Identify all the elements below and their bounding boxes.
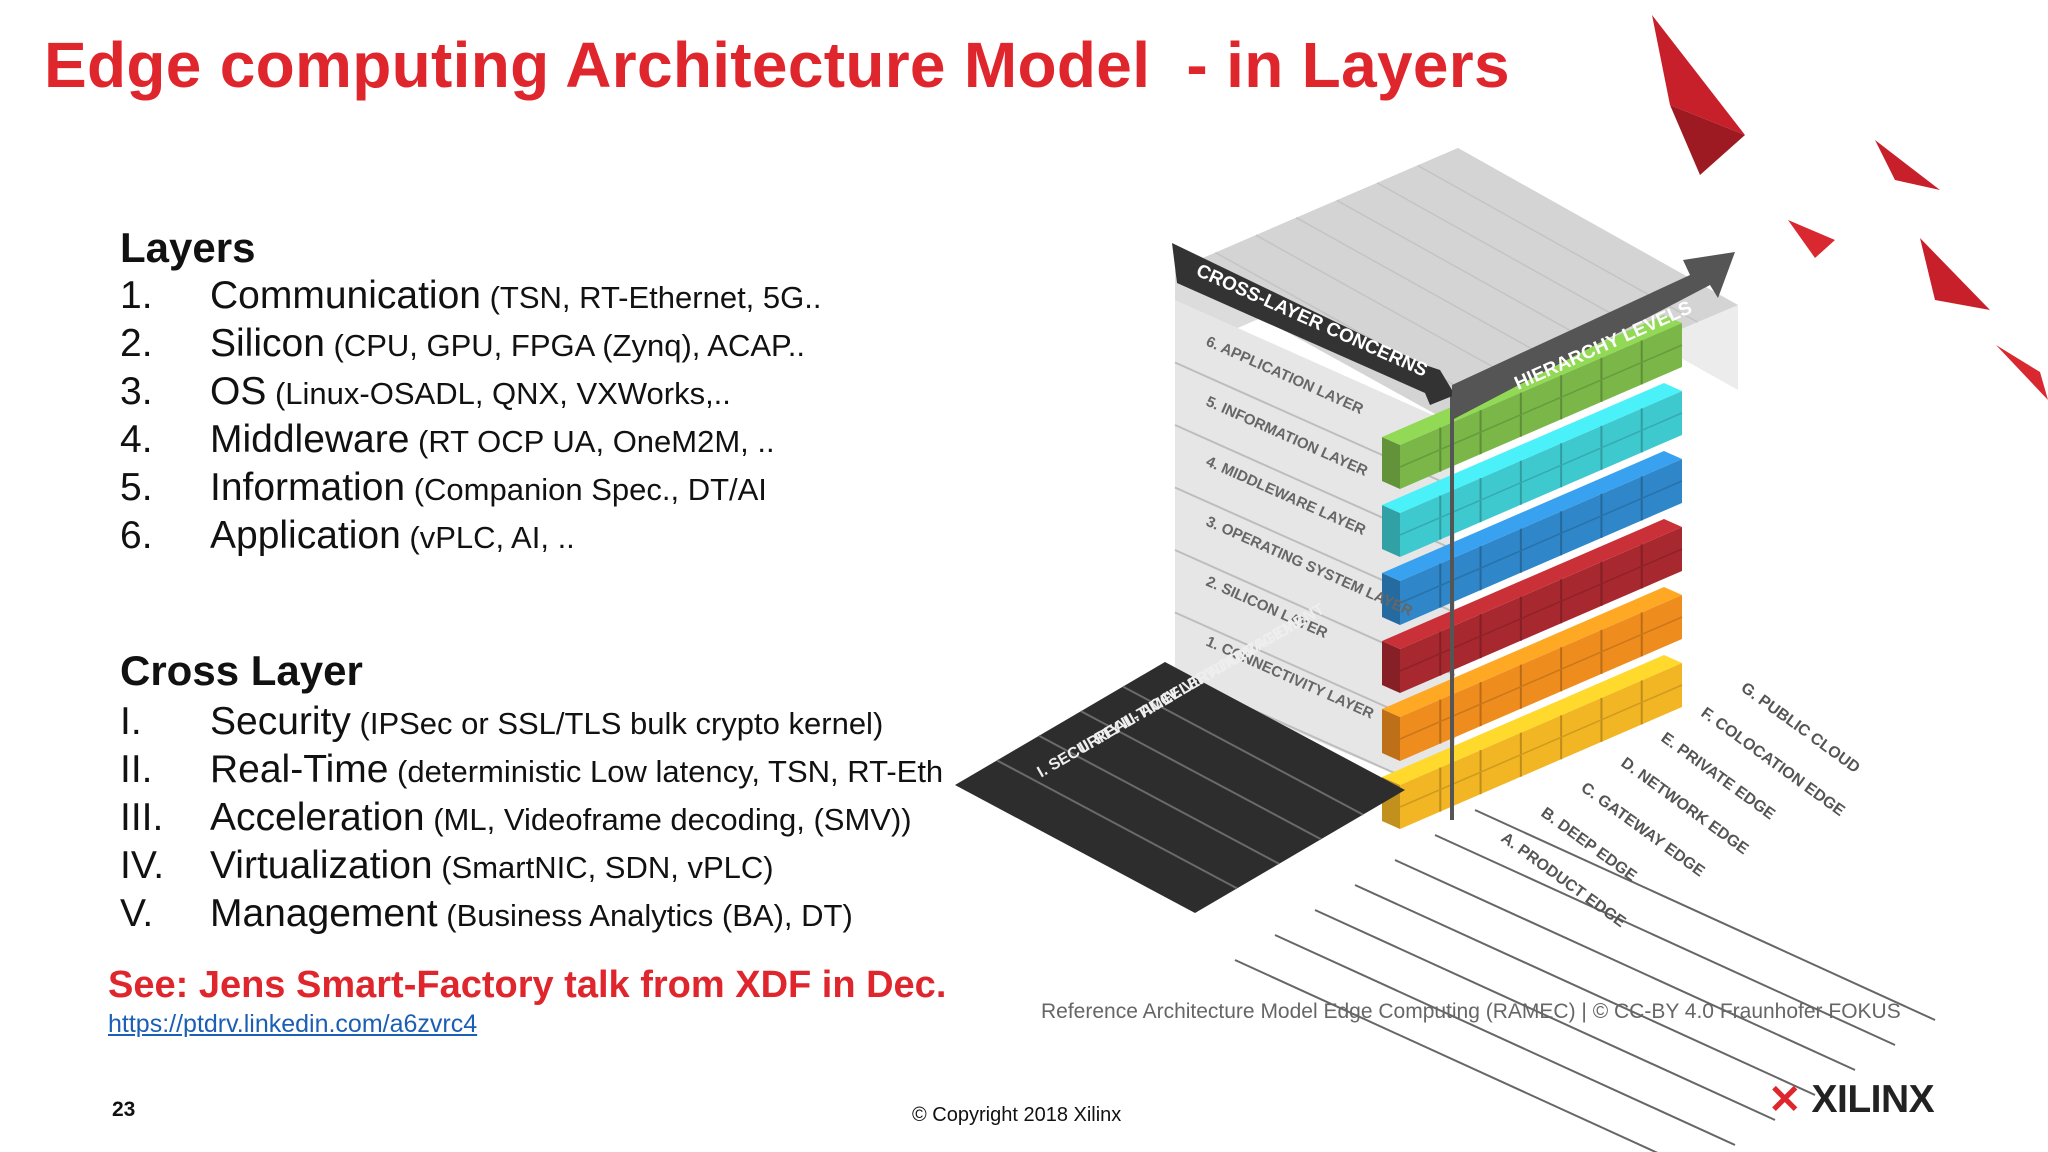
cross-layer-item: V. Management (Business Analytics (BA), D… [120, 890, 943, 938]
hierarchy-label: F. COLOCATION EDGE [1698, 704, 1848, 820]
cross-layer-item-number: V. [120, 892, 154, 935]
layer-item-number: 2. [120, 322, 153, 365]
layers-heading: Layers [120, 224, 256, 271]
cross-layer-item-number: II. [120, 748, 153, 791]
cross-layer-item-name: Virtualization [210, 844, 433, 887]
layer-item-detail: (CPU, GPU, FPGA (Zynq), ACAP.. [324, 328, 805, 363]
layer-item: 1. Communication (TSN, RT-Ethernet, 5G.. [120, 272, 821, 320]
cross-layer-item-detail: (Business Analytics (BA), DT) [437, 898, 853, 933]
layer-item-number: 5. [120, 466, 153, 509]
layer-item-detail: (TSN, RT-Ethernet, 5G.. [480, 280, 822, 315]
cross-layer-item: I. Security (IPSec or SSL/TLS bulk crypto… [120, 698, 943, 746]
cross-layer-item-detail: (IPSec or SSL/TLS bulk crypto kernel) [350, 706, 884, 741]
layer-stack [1382, 315, 1683, 829]
layer-item-name: Communication [210, 274, 481, 317]
cross-layer-item: III. Acceleration (ML, Videoframe decodin… [120, 794, 943, 842]
cross-layer-item-name: Security [210, 700, 351, 743]
layer-item-number: 6. [120, 514, 153, 557]
cross-layer-item-name: Management [210, 892, 438, 935]
layer-slab [1382, 383, 1683, 557]
page-title: Edge computing Architecture Model - in L… [44, 29, 1510, 101]
copyright: © Copyright 2018 Xilinx [912, 1104, 1122, 1126]
hierarchy-label: G. PUBLIC CLOUD [1738, 679, 1863, 776]
layer-item-name: Information [210, 466, 406, 509]
see-note: See: Jens Smart-Factory talk from XDF in… [108, 964, 947, 1006]
layer-item-name: OS [210, 370, 267, 413]
layer-item: 4. Middleware (RT OCP UA, OneM2M, .. [120, 416, 821, 464]
layer-item-number: 1. [120, 274, 153, 317]
layer-item-detail: (vPLC, AI, .. [400, 520, 575, 555]
cross-layer-item-detail: (deterministic Low latency, TSN, RT-Eth [388, 754, 944, 789]
xilinx-mark-icon: ✕ [1768, 1078, 1802, 1122]
diagram-caption: Reference Architecture Model Edge Comput… [1041, 1000, 1901, 1023]
layer-slab [1382, 519, 1683, 693]
decorative-shards [1652, 15, 2048, 400]
layer-item-name: Application [210, 514, 401, 557]
cross-layer-item-name: Acceleration [210, 796, 425, 839]
layers-list: 1. Communication (TSN, RT-Ethernet, 5G.. 2… [120, 272, 821, 560]
cross-layer-item: IV. Virtualization (SmartNIC, SDN, vPLC) [120, 842, 943, 890]
cross-layer-item: II. Real-Time (deterministic Low latency,… [120, 746, 943, 794]
layer-item: 6. Application (vPLC, AI, .. [120, 512, 821, 560]
layer-slab [1382, 451, 1683, 625]
cross-layer-item-number: III. [120, 796, 164, 839]
hierarchy-label: D. NETWORK EDGE [1618, 754, 1752, 858]
page-number: 23 [112, 1098, 136, 1121]
layer-item-number: 4. [120, 418, 153, 461]
layer-item-detail: (RT OCP UA, OneM2M, .. [409, 424, 775, 459]
layer-item-name: Silicon [210, 322, 325, 365]
layer-slab [1382, 587, 1683, 761]
layer-item: 2. Silicon (CPU, GPU, FPGA (Zynq), ACAP.. [120, 320, 821, 368]
layer-item-name: Middleware [210, 418, 410, 461]
layer-item-detail: (Linux-OSADL, QNX, VXWorks,.. [266, 376, 731, 411]
xilinx-logo-text: XILINX [1811, 1078, 1935, 1121]
layer-item: 5. Information (Companion Spec., DT/AI [120, 464, 821, 512]
cross-layer-item-detail: (SmartNIC, SDN, vPLC) [432, 850, 774, 885]
cross-layer-item-name: Real-Time [210, 748, 389, 791]
cross-layer-item-number: I. [120, 700, 142, 743]
cross-layer-item-detail: (ML, Videoframe decoding, (SMV)) [424, 802, 912, 837]
cross-layer-heading: Cross Layer [120, 647, 363, 694]
cross-layer-list: I. Security (IPSec or SSL/TLS bulk crypto… [120, 698, 943, 938]
xilinx-logo: ✕ XILINX [1768, 1078, 1935, 1122]
layer-item: 3. OS (Linux-OSADL, QNX, VXWorks,.. [120, 368, 821, 416]
cross-layer-item-number: IV. [120, 844, 165, 887]
talk-link[interactable]: https://ptdrv.linkedin.com/a6zvrc4 [108, 1010, 478, 1038]
layer-item-detail: (Companion Spec., DT/AI [405, 472, 767, 507]
layer-item-number: 3. [120, 370, 153, 413]
